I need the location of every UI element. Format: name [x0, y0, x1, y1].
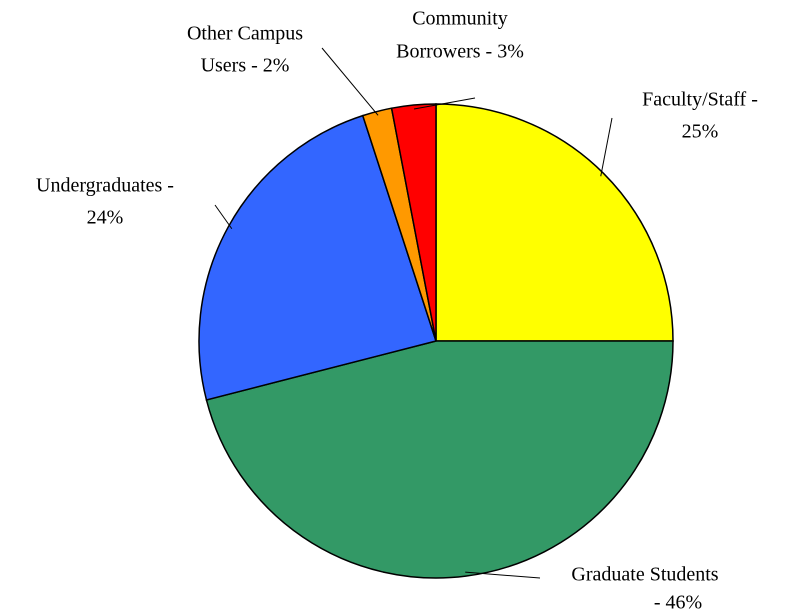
leader-line [321, 47, 379, 116]
pie-slice [198, 114, 437, 401]
slice-label: Undergraduates - [36, 175, 174, 197]
pie-slice [205, 340, 674, 579]
slice-label: Users - 2% [201, 55, 290, 77]
slice-label: - 46% [654, 592, 702, 614]
pie-slice [435, 103, 674, 342]
leader-line [600, 117, 613, 177]
leader-line [465, 571, 541, 579]
pie-slice [390, 103, 437, 342]
slice-label: Faculty/Staff - [642, 89, 758, 111]
leader-line [413, 97, 476, 110]
slice-label: 25% [682, 121, 719, 143]
slice-label: Borrowers - 3% [396, 41, 524, 63]
slice-label: Graduate Students [571, 564, 718, 586]
slice-label: Community [412, 8, 508, 30]
leader-line [214, 204, 233, 230]
slice-label: Other Campus [187, 23, 303, 45]
slice-label: 24% [87, 207, 124, 229]
